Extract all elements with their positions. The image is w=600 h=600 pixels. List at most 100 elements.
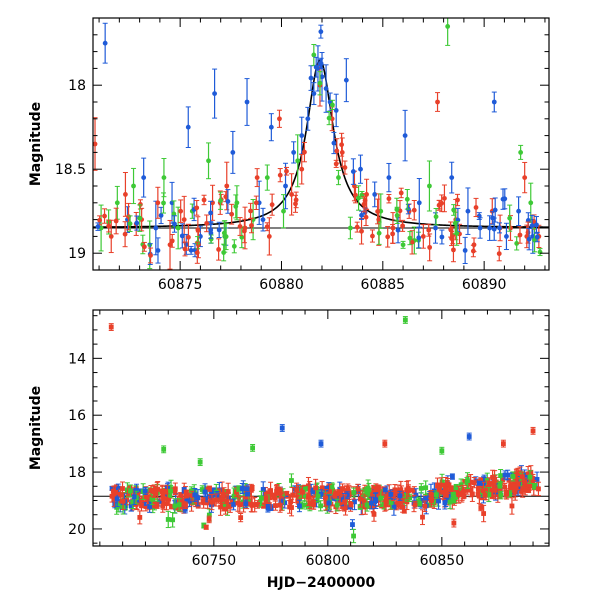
data-point-cloud — [201, 194, 207, 206]
data-point-cloud — [375, 198, 381, 225]
data-point-blue — [185, 106, 191, 148]
data-point-cloud — [311, 43, 317, 66]
y-tick-label: 19 — [68, 246, 86, 262]
data-point-red — [210, 184, 216, 221]
data-point-cloud — [127, 215, 133, 232]
data-point-cloud — [179, 223, 185, 249]
data-point-cloud — [438, 477, 444, 493]
data-point-cloud — [400, 219, 406, 232]
data-point-cloud — [332, 493, 338, 499]
data-point-cloud — [359, 210, 365, 220]
data-point-cloud — [299, 485, 305, 499]
data-point-cloud — [183, 501, 189, 509]
data-point-cloud — [176, 498, 182, 512]
data-point-cloud — [231, 498, 237, 511]
data-point-red — [108, 219, 114, 254]
data-point-cloud — [451, 518, 457, 528]
data-point-red — [122, 171, 128, 217]
top-light-curve-panel: 60875 60880 60885 60890 18 18.5 19 Magnitude — [28, 17, 550, 293]
data-point-cloud — [189, 490, 195, 501]
data-point-cloud — [342, 494, 348, 510]
data-point-cloud — [337, 489, 343, 495]
data-point-cloud — [315, 490, 321, 502]
y-tick-label: 18 — [68, 78, 86, 94]
data-point-cloud — [169, 234, 175, 248]
data-point-cloud — [354, 221, 360, 233]
y-tick-label: 18.5 — [55, 162, 86, 178]
data-point-cloud — [533, 216, 539, 234]
data-point-cloud — [221, 220, 227, 246]
data-point-cloud — [428, 493, 434, 508]
data-point-cloud — [491, 217, 497, 241]
data-point-cloud — [194, 241, 200, 264]
data-point-cloud — [188, 245, 194, 255]
data-point-outlier — [108, 323, 114, 331]
y-tick-label: 18 — [68, 465, 86, 481]
data-point-outlier — [279, 424, 285, 432]
data-point-cloud — [236, 485, 242, 492]
x-tick-label: 60850 — [420, 553, 465, 569]
data-point-cloud — [418, 483, 424, 494]
data-point-cloud — [283, 166, 289, 176]
data-point-cloud — [141, 241, 147, 252]
data-point-cloud — [243, 499, 249, 508]
data-point-cloud — [308, 65, 314, 91]
data-point-cloud — [507, 204, 513, 232]
data-point-blue — [141, 157, 147, 198]
data-point-cloud — [326, 111, 332, 126]
data-point-cloud — [448, 485, 454, 493]
data-point-red — [254, 168, 260, 188]
data-point-cloud — [200, 497, 206, 505]
data-point-blue — [416, 178, 422, 228]
data-point-cloud — [502, 470, 508, 480]
data-point-cloud — [517, 226, 523, 244]
data-point-cloud — [352, 186, 358, 204]
data-point-cloud — [152, 489, 158, 498]
data-point-cloud — [301, 141, 307, 163]
data-point-cloud — [433, 208, 439, 226]
data-point-cloud — [436, 199, 442, 211]
data-point-cloud — [269, 193, 275, 216]
data-point-cloud — [481, 504, 487, 523]
x-tick-label: 60750 — [192, 553, 237, 569]
data-point-cloud — [405, 484, 411, 497]
data-point-cloud — [203, 524, 209, 530]
data-point-cloud — [305, 493, 311, 502]
data-point-cloud — [113, 490, 119, 495]
data-point-cloud — [375, 484, 381, 491]
data-point-cloud — [161, 192, 167, 214]
x-tick-label: 60800 — [306, 553, 351, 569]
data-point-cloud — [439, 229, 445, 245]
data-point-cloud — [522, 477, 528, 487]
data-point-blue — [256, 180, 262, 225]
data-point-cloud — [496, 245, 502, 262]
data-point-cloud — [450, 237, 456, 263]
data-point-blue — [230, 130, 236, 174]
plot-frame — [92, 309, 550, 547]
data-point-cloud — [416, 227, 422, 249]
data-point-cloud — [218, 191, 224, 210]
data-point-cloud — [238, 513, 244, 523]
data-point-cloud — [248, 202, 254, 220]
data-point-blue — [323, 64, 329, 113]
data-point-blue — [197, 225, 203, 248]
data-point-cloud — [388, 489, 394, 500]
data-point-blue — [465, 187, 471, 235]
data-point-cloud — [102, 208, 108, 224]
data-point-cloud — [142, 486, 148, 495]
data-point-cloud — [317, 71, 323, 96]
data-point-cloud — [258, 490, 264, 506]
data-point-cloud — [231, 239, 237, 254]
data-point-blue — [477, 217, 483, 239]
data-point-cloud — [172, 498, 178, 514]
data-point-cloud — [273, 500, 279, 511]
data-point-outlier — [197, 458, 203, 467]
data-point-cloud — [216, 221, 222, 239]
data-point-cloud — [478, 503, 484, 512]
data-point-blue — [102, 22, 108, 64]
data-point-cloud — [386, 193, 392, 204]
data-point-cloud — [514, 236, 520, 251]
data-point-cloud — [420, 509, 426, 526]
data-point-green — [281, 194, 287, 229]
data-point-outlier — [161, 445, 167, 454]
